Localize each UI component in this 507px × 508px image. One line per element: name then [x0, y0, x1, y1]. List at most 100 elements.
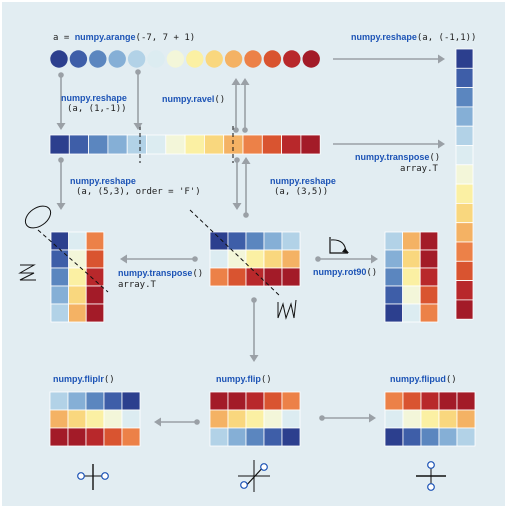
zigzag-order-icon: [277, 299, 297, 320]
fliplr-matrix-cell: [85, 427, 105, 447]
fliplr-label: numpy.fliplr(): [53, 374, 115, 386]
flipud-matrix-cell: [456, 427, 476, 447]
flipud-point-icon: [427, 461, 435, 469]
rot90-args: (): [366, 268, 378, 278]
flip-matrix-cell: [227, 427, 247, 447]
flipud-matrix-cell: [456, 391, 476, 411]
fliplr-matrix-cell: [49, 427, 69, 447]
reshape-3x5-matrix-cell: [227, 231, 247, 251]
arrow-head: [241, 157, 251, 164]
rot90-matrix-cell: [402, 285, 421, 305]
row-vector-cell: [223, 134, 244, 155]
fliplr-matrix-cell: [103, 391, 123, 411]
column-vector-cell: [455, 299, 474, 320]
flipud-function: numpy.flipud: [390, 374, 446, 384]
reshape-column-args: (a, (-1,1)): [416, 33, 477, 43]
column-vector-cell: [455, 87, 474, 108]
reshape-3x5-matrix-cell: [263, 249, 283, 269]
flipud-matrix-cell: [438, 391, 458, 411]
connector-dot: [242, 127, 248, 133]
fortran-matrix-cell: [68, 267, 87, 287]
reshape-3x5-matrix-cell: [227, 267, 247, 287]
connector-dot: [251, 297, 257, 303]
reshape-3x5-matrix-cell: [209, 231, 229, 251]
fortran-matrix-cell: [68, 285, 87, 305]
flip-point-icon: [240, 481, 248, 489]
row-vector-cell: [203, 134, 225, 155]
flip-matrix-cell: [263, 391, 283, 411]
reshape-column-label: numpy.reshape(a, (-1,1)): [351, 32, 476, 44]
flipud-matrix-cell: [402, 427, 422, 447]
flip-matrix-cell: [209, 391, 229, 411]
fortran-matrix-cell: [85, 285, 105, 305]
fliplr-args: (): [103, 375, 115, 385]
column-vector-cell: [455, 106, 474, 127]
fortran-matrix-cell: [50, 267, 70, 287]
flipud-matrix-cell: [420, 391, 440, 411]
arange-label: a = numpy.arange(-7, 7 + 1): [53, 32, 195, 44]
fliplr-matrix-cell: [67, 391, 87, 411]
flipud-args: (): [445, 375, 457, 385]
flipud-matrix-cell: [402, 391, 422, 411]
transpose-diagonal-guide: [37, 229, 109, 293]
column-vector-cell: [455, 164, 474, 185]
flip-point-icon: [260, 463, 268, 471]
reshape-3x5-label: numpy.reshape (a, (3,5)): [270, 176, 336, 198]
flipud-matrix-cell: [438, 409, 458, 429]
flip-matrix-cell: [209, 409, 229, 429]
arrow-head: [231, 78, 241, 85]
fortran-matrix-cell: [50, 231, 70, 251]
arange-args: (-7, 7 + 1): [135, 33, 196, 43]
reshape-fortran-label: numpy.reshape (a, (5,3), order = 'F'): [70, 176, 201, 198]
flipud-label: numpy.flipud(): [390, 374, 457, 386]
rot90-matrix-cell: [384, 267, 404, 287]
fliplr-matrix-cell: [103, 427, 123, 447]
arrow-head: [154, 417, 161, 427]
flip-matrix-cell: [245, 427, 265, 447]
column-vector-cell: [455, 241, 474, 262]
rotation-arrow-icon: [342, 248, 349, 253]
connector-dot: [135, 69, 141, 75]
reshape-3x5-args: (a, (3,5)): [274, 187, 329, 197]
reshape-3x5-matrix-cell: [281, 249, 301, 269]
arange-element-circle: [108, 50, 126, 68]
rotation-angle-icon: [329, 237, 348, 254]
flipud-matrix-cell: [402, 409, 422, 429]
flipud-matrix-cell: [384, 409, 404, 429]
fortran-matrix-cell: [50, 249, 70, 269]
row-vector-cell: [49, 134, 70, 155]
row-vector-cell: [300, 134, 321, 155]
flipud-matrix-cell: [420, 427, 440, 447]
fliplr-matrix-cell: [85, 409, 105, 429]
fliplr-point-icon: [77, 472, 85, 480]
fliplr-matrix-cell: [121, 391, 141, 411]
flip-function: numpy.flip: [216, 374, 261, 384]
arrow-head: [438, 54, 445, 64]
reshape-row-label: numpy.reshape (a, (1,-1)): [61, 93, 127, 115]
rot90-label: numpy.rot90(): [313, 267, 377, 279]
arange-element-circle: [50, 50, 68, 68]
connector-dot: [319, 415, 325, 421]
reshape-3x5-function: numpy.reshape: [270, 176, 336, 186]
arrow-head: [56, 123, 66, 130]
ravel-args: (): [214, 95, 226, 105]
fliplr-point-icon: [101, 472, 109, 480]
arange-element-circle: [89, 50, 107, 68]
row-vector-cell: [126, 134, 147, 155]
flip-matrix-cell: [263, 427, 283, 447]
rot90-matrix-cell: [419, 285, 439, 305]
arange-element-circle: [147, 50, 165, 68]
reshape-3x5-matrix-cell: [209, 267, 229, 287]
flipud-matrix-cell: [456, 409, 476, 429]
reshape-3x5-matrix-cell: [281, 267, 301, 287]
column-vector-cell: [455, 260, 474, 281]
transpose-mid-function: numpy.transpose: [118, 268, 193, 278]
column-vector-cell: [455, 48, 474, 69]
column-vector-cell: [455, 280, 474, 301]
connector-dot: [58, 157, 64, 163]
arrow-head: [371, 254, 378, 264]
arange-element-circle: [127, 50, 146, 68]
fortran-matrix-cell: [85, 303, 105, 323]
fliplr-matrix-cell: [67, 409, 87, 429]
